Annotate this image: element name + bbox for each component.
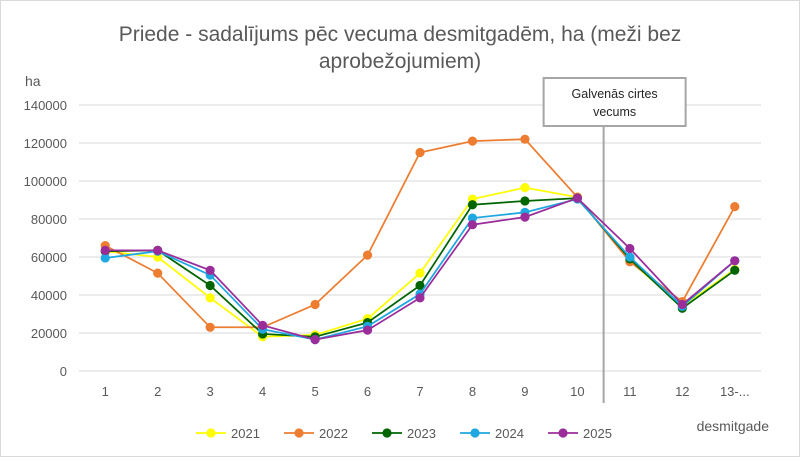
y-tick-label: 120000 bbox=[24, 136, 67, 151]
annotation: Galvenās cirtes vecums bbox=[542, 77, 687, 403]
legend-label: 2022 bbox=[319, 426, 348, 441]
chart-title-line-2: aprobežojumiem) bbox=[319, 50, 481, 73]
data-point bbox=[467, 220, 478, 230]
data-point bbox=[520, 196, 530, 206]
x-tick-label: 13-... bbox=[720, 384, 750, 399]
legend-marker bbox=[470, 428, 480, 438]
legend-label: 2023 bbox=[407, 426, 436, 441]
legend-marker bbox=[206, 428, 216, 438]
legend-marker bbox=[294, 428, 304, 438]
x-tick-label: 3 bbox=[207, 384, 214, 399]
y-tick-label: 140000 bbox=[24, 98, 67, 113]
x-tick-labels: 1 2 3 4 5 6 7 8 9 10 11 12 13-... bbox=[102, 384, 750, 399]
legend-item-2023: 2023 bbox=[372, 426, 436, 441]
data-point bbox=[153, 245, 163, 255]
legend-marker bbox=[558, 428, 568, 438]
series-line-2021 bbox=[105, 186, 736, 338]
series-2023 bbox=[100, 193, 740, 342]
data-point bbox=[415, 280, 425, 291]
data-point bbox=[520, 212, 530, 222]
data-point bbox=[153, 268, 163, 278]
data-point bbox=[310, 335, 320, 345]
x-axis-label: desmitgade bbox=[697, 418, 770, 434]
data-point bbox=[362, 325, 373, 335]
legend: 2021 2022 2023 2024 2025 bbox=[196, 426, 612, 441]
data-point bbox=[205, 322, 215, 332]
x-tick-label: 12 bbox=[675, 384, 689, 399]
y-tick-label: 0 bbox=[60, 364, 67, 379]
x-tick-label: 10 bbox=[570, 384, 584, 399]
annotation-text-line-1: Galvenās cirtes bbox=[572, 87, 658, 101]
annotation-box bbox=[542, 77, 687, 127]
data-point bbox=[467, 213, 478, 223]
data-point bbox=[100, 253, 110, 263]
x-tick-label: 8 bbox=[469, 384, 476, 399]
data-point bbox=[572, 193, 582, 203]
y-tick-label: 80000 bbox=[31, 212, 67, 227]
x-tick-label: 5 bbox=[311, 384, 318, 399]
gridlines bbox=[79, 104, 761, 372]
y-tick-label: 100000 bbox=[24, 174, 67, 189]
series-2025 bbox=[100, 193, 740, 345]
data-point bbox=[415, 268, 425, 278]
data-point bbox=[415, 147, 425, 158]
data-point bbox=[415, 293, 425, 303]
legend-item-2021: 2021 bbox=[196, 426, 260, 441]
data-point bbox=[100, 245, 110, 255]
legend-item-2025: 2025 bbox=[548, 426, 612, 441]
y-tick-labels: 0 20000 40000 60000 80000 100000 120000 140000 bbox=[24, 98, 67, 379]
data-point bbox=[205, 265, 215, 275]
data-point bbox=[625, 252, 635, 262]
y-tick-label: 20000 bbox=[31, 326, 67, 341]
x-tick-label: 7 bbox=[416, 384, 423, 399]
y-tick-label: 60000 bbox=[31, 250, 67, 265]
data-point bbox=[205, 280, 215, 291]
legend-item-2022: 2022 bbox=[284, 426, 348, 441]
legend-item-2024: 2024 bbox=[460, 426, 524, 441]
y-axis-label: ha bbox=[25, 73, 41, 89]
data-point bbox=[467, 200, 478, 210]
x-tick-label: 11 bbox=[623, 384, 637, 399]
data-point bbox=[730, 202, 740, 212]
data-point bbox=[310, 299, 320, 310]
legend-label: 2021 bbox=[231, 426, 260, 441]
x-tick-label: 9 bbox=[521, 384, 528, 399]
data-point bbox=[258, 320, 268, 330]
data-point bbox=[520, 183, 530, 193]
legend-label: 2025 bbox=[583, 426, 612, 441]
data-point bbox=[625, 243, 635, 254]
data-point bbox=[205, 293, 215, 303]
annotation-text-line-2: vecums bbox=[593, 105, 636, 119]
data-point bbox=[362, 250, 373, 260]
legend-label: 2024 bbox=[495, 426, 524, 441]
legend-marker bbox=[382, 428, 392, 438]
data-point bbox=[467, 136, 478, 146]
data-point bbox=[677, 299, 687, 310]
data-point bbox=[730, 256, 740, 266]
x-tick-label: 6 bbox=[364, 384, 371, 399]
data-point bbox=[520, 134, 530, 144]
x-tick-label: 4 bbox=[259, 384, 266, 399]
data-point bbox=[730, 265, 740, 275]
x-tick-label: 1 bbox=[102, 384, 109, 399]
y-tick-label: 40000 bbox=[31, 288, 67, 303]
chart-title-line-1: Priede - sadalījums pēc vecuma desmitgad… bbox=[119, 23, 682, 46]
series-layer bbox=[100, 134, 740, 345]
x-tick-label: 2 bbox=[154, 384, 161, 399]
